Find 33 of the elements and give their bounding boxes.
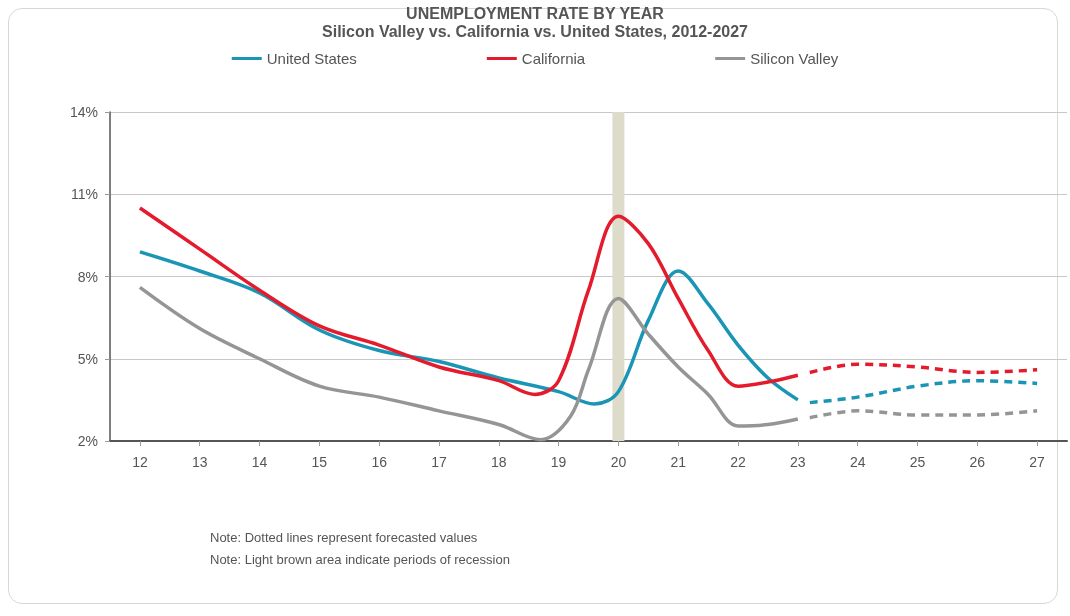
line-series [808, 378, 1039, 405]
line-series [138, 250, 800, 406]
legend-label: Silicon Valley [750, 50, 839, 67]
text: Note: Light brown area indicate periods of recession [210, 551, 510, 569]
x-tick-label: 26 [969, 454, 986, 470]
x-tick-label: 22 [730, 454, 747, 470]
x-tick-label: 17 [431, 454, 447, 470]
line-series [138, 206, 800, 397]
y-tick-label: 2% [77, 433, 98, 449]
line-series [808, 362, 1039, 375]
x-tick-label: 25 [909, 454, 926, 470]
text: Note: Dotted lines represent forecasted values [210, 529, 479, 547]
legend-label: United States [266, 50, 357, 67]
x-tick-label: 24 [849, 454, 866, 470]
x-tick-label: 21 [670, 454, 687, 470]
y-tick-label: 14% [69, 104, 98, 120]
x-tick-label: 15 [311, 454, 328, 470]
x-tick-label: 18 [490, 454, 507, 470]
line-series [138, 285, 800, 442]
x-tick-label: 16 [371, 454, 388, 470]
x-tick-label: 14 [251, 454, 268, 470]
y-tick-label: 8% [77, 268, 98, 285]
x-tick-label: 23 [790, 454, 806, 470]
y-tick-label: 11% [71, 186, 98, 203]
chart-title: UNEMPLOYMENT RATE BY YEAR [406, 4, 665, 22]
x-tick-label: 13 [191, 454, 208, 470]
legend-label: California [521, 50, 586, 67]
x-tick-label: 12 [132, 454, 148, 470]
y-tick-label: 5% [77, 350, 98, 367]
chart-subtitle: Silicon Valley vs. California vs. United States, 2012-2027 [322, 22, 749, 40]
x-tick-label: 20 [610, 454, 627, 470]
x-tick-label: 27 [1029, 454, 1046, 470]
x-tick-label: 19 [550, 454, 567, 470]
